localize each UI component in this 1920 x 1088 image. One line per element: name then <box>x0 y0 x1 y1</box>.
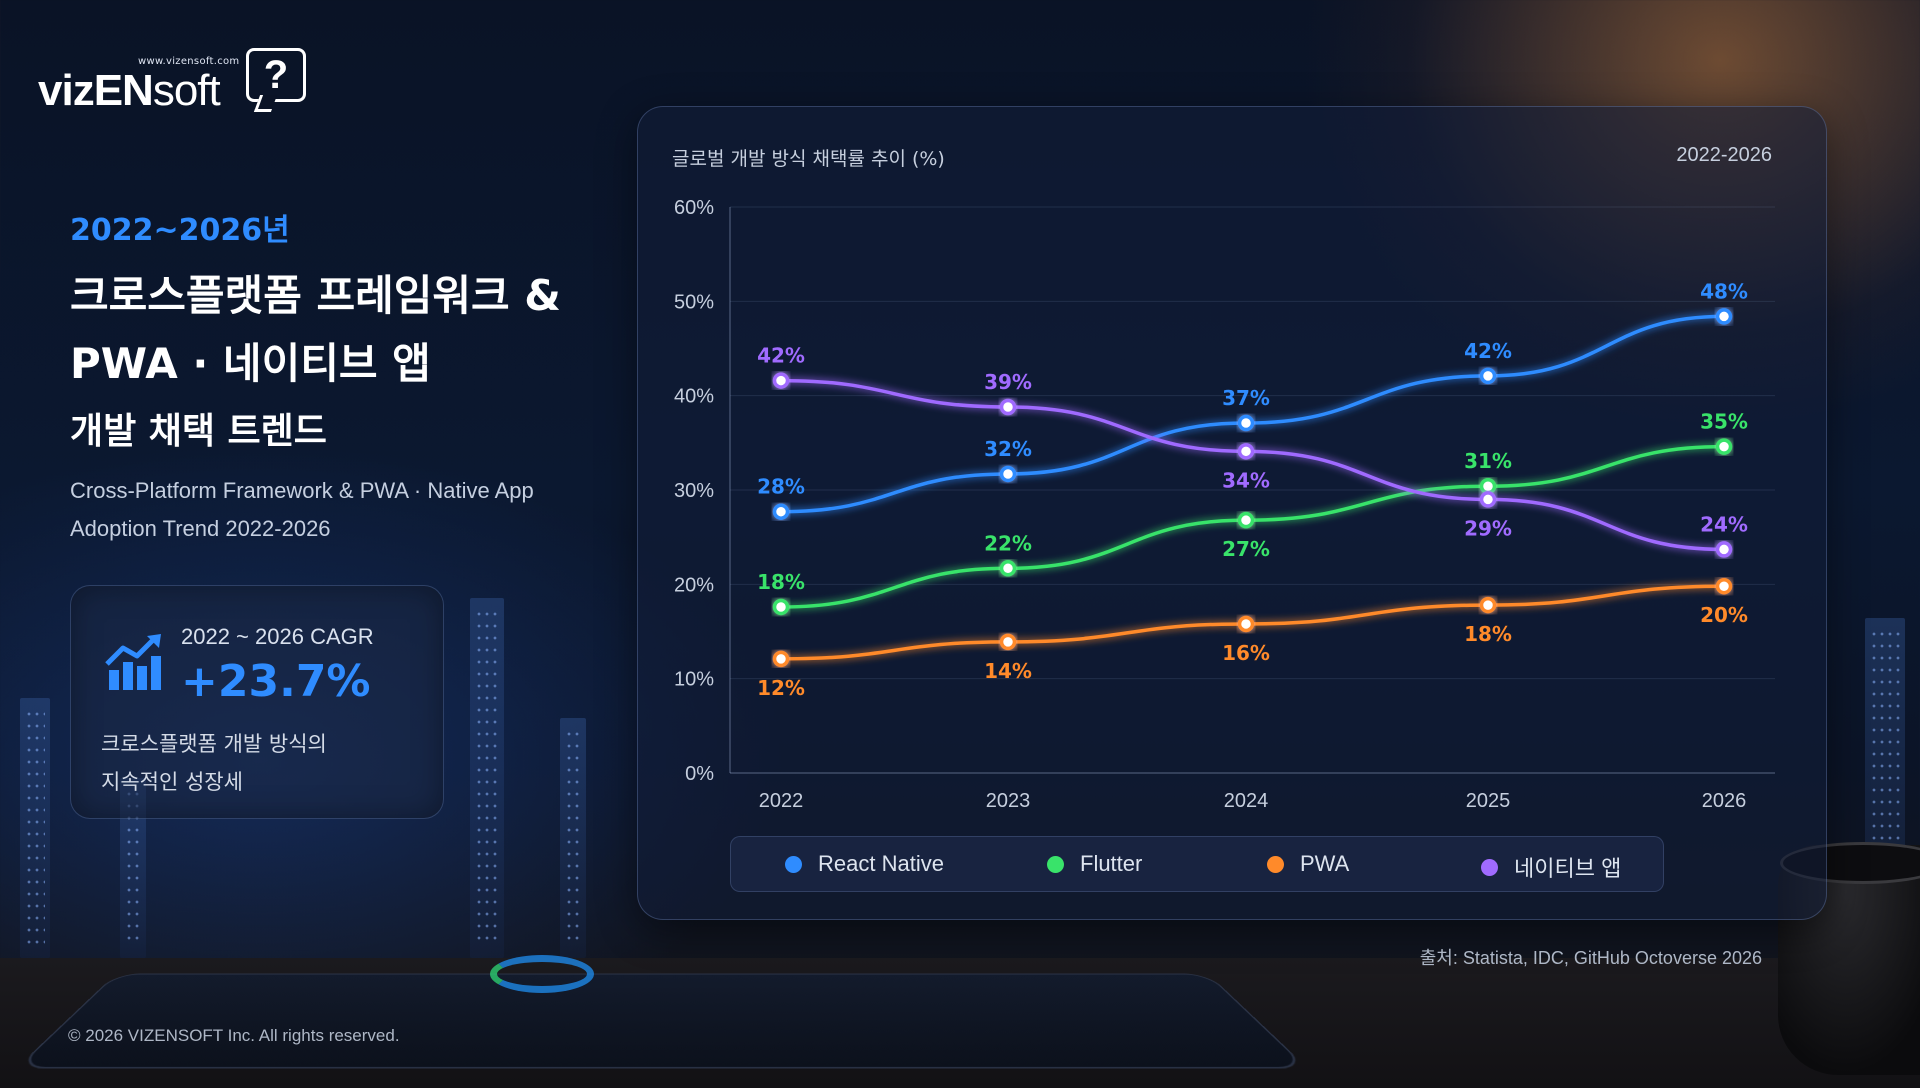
data-label: 29% <box>1464 516 1512 540</box>
legend-item-pwa: PWA <box>1267 851 1349 877</box>
data-point <box>1002 635 1015 648</box>
data-point <box>1718 440 1731 453</box>
x-tick-label: 2024 <box>1224 790 1269 812</box>
data-point <box>775 505 788 518</box>
y-tick-label: 10% <box>674 669 714 691</box>
y-tick-label: 0% <box>685 763 714 785</box>
data-label: 18% <box>1464 622 1512 646</box>
legend-swatch <box>1481 859 1498 876</box>
data-point <box>1718 310 1731 323</box>
data-point <box>1002 562 1015 575</box>
data-point <box>1240 617 1253 630</box>
data-label: 34% <box>1222 468 1270 492</box>
chart-legend: React Native Flutter PWA 네이티브 앱 <box>730 836 1664 892</box>
x-tick-label: 2025 <box>1466 790 1511 812</box>
legend-label: 네이티브 앱 <box>1514 851 1621 883</box>
y-tick-label: 40% <box>674 386 714 408</box>
legend-swatch <box>785 856 802 873</box>
legend-item-react-native: React Native <box>785 851 944 877</box>
legend-swatch <box>1047 856 1064 873</box>
data-point <box>1240 514 1253 527</box>
data-point <box>1718 543 1731 556</box>
legend-label: React Native <box>818 851 944 877</box>
data-label: 22% <box>984 531 1032 555</box>
legend-label: PWA <box>1300 851 1349 877</box>
legend-swatch <box>1267 856 1284 873</box>
data-label: 14% <box>984 659 1032 683</box>
data-point <box>1482 599 1495 612</box>
data-point <box>1718 580 1731 593</box>
data-label: 18% <box>757 570 805 594</box>
data-point <box>1482 480 1495 493</box>
y-tick-label: 60% <box>674 197 714 219</box>
legend-label: Flutter <box>1080 851 1142 877</box>
data-label: 32% <box>984 437 1032 461</box>
data-label: 24% <box>1700 512 1748 536</box>
data-point <box>775 652 788 665</box>
data-label: 28% <box>757 475 805 499</box>
data-point <box>1240 417 1253 430</box>
data-label: 31% <box>1464 449 1512 473</box>
data-label: 48% <box>1700 279 1748 303</box>
data-label: 12% <box>757 676 805 700</box>
data-label: 16% <box>1222 641 1270 665</box>
legend-item-flutter: Flutter <box>1047 851 1142 877</box>
data-point <box>775 374 788 387</box>
x-tick-label: 2023 <box>986 790 1031 812</box>
x-tick-label: 2026 <box>1702 790 1747 812</box>
x-tick-label: 2022 <box>759 790 804 812</box>
y-tick-label: 20% <box>674 574 714 596</box>
data-point <box>1240 445 1253 458</box>
source-text: 출처: Statista, IDC, GitHub Octoverse 2026 <box>1420 944 1762 970</box>
data-point <box>1482 493 1495 506</box>
data-point <box>1002 400 1015 413</box>
data-point <box>1002 467 1015 480</box>
y-tick-label: 30% <box>674 480 714 502</box>
data-point <box>775 600 788 613</box>
data-point <box>1482 369 1495 382</box>
data-label: 20% <box>1700 603 1748 627</box>
data-label: 35% <box>1700 410 1748 434</box>
legend-item-native-app: 네이티브 앱 <box>1481 851 1621 883</box>
data-label: 42% <box>757 344 805 368</box>
y-tick-label: 50% <box>674 291 714 313</box>
data-label: 37% <box>1222 386 1270 410</box>
data-label: 39% <box>984 370 1032 394</box>
data-label: 42% <box>1464 339 1512 363</box>
data-label: 27% <box>1222 537 1270 561</box>
